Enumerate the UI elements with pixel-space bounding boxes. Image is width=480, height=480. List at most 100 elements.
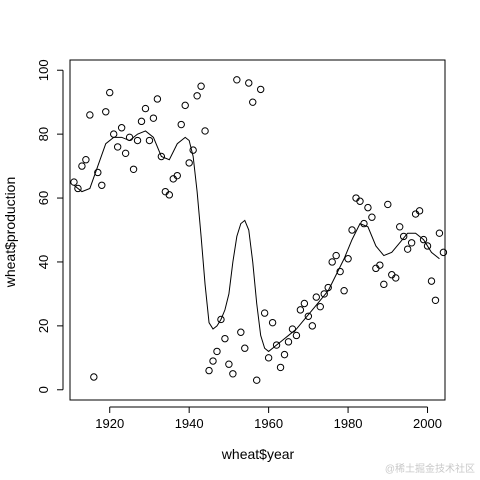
data-point [165, 191, 174, 199]
data-point [74, 184, 82, 193]
series-line-group [73, 130, 440, 353]
data-point [407, 239, 416, 247]
data-point [376, 261, 384, 269]
data-point [153, 95, 162, 103]
x-axis: 1920 1940 1960 1980 2000 [95, 406, 442, 431]
data-point [229, 370, 237, 378]
data-point [380, 280, 388, 289]
data-point [332, 251, 340, 260]
data-point [102, 108, 110, 116]
data-point [113, 143, 122, 151]
data-point [284, 338, 293, 346]
data-point [253, 376, 261, 384]
data-point [237, 328, 245, 336]
data-point [225, 360, 233, 368]
data-point [94, 168, 102, 177]
data-point [221, 334, 229, 343]
data-point [415, 207, 424, 215]
data-point [264, 354, 273, 362]
data-point [117, 124, 126, 132]
watermark: @稀土掘金技术社区 [385, 462, 475, 475]
data-point [392, 274, 400, 282]
data-point [86, 111, 94, 119]
data-point [304, 312, 313, 320]
data-point [137, 117, 146, 126]
x-tick-label: 1960 [254, 416, 283, 431]
data-point [98, 181, 106, 189]
y-tick-label: 40 [36, 255, 51, 269]
data-point [419, 235, 428, 244]
data-point [364, 203, 372, 212]
data-point [181, 101, 189, 110]
data-point [288, 325, 297, 333]
data-point [328, 258, 336, 266]
data-point [356, 197, 364, 205]
data-point [197, 82, 205, 90]
data-point [70, 178, 78, 186]
data-point [121, 149, 130, 158]
data-point [209, 357, 217, 365]
data-point [368, 213, 376, 221]
data-point [431, 296, 440, 305]
data-point [340, 287, 348, 295]
y-axis-title: wheat$production [2, 177, 18, 289]
data-point [90, 373, 98, 381]
series-points [70, 76, 448, 384]
data-point [427, 277, 436, 285]
x-tick-label: 1940 [175, 416, 204, 431]
data-point [292, 331, 301, 340]
data-point [177, 120, 185, 129]
data-point [316, 302, 324, 311]
x-tick-label: 2000 [413, 416, 442, 431]
data-point [157, 152, 166, 161]
data-point [217, 315, 225, 324]
x-tick-label: 1980 [334, 416, 363, 431]
data-point [133, 136, 142, 145]
data-point [241, 344, 249, 352]
x-axis-title: wheat$year [221, 446, 295, 462]
y-tick-label: 20 [36, 319, 51, 333]
data-point [423, 242, 432, 250]
data-point [384, 200, 392, 209]
data-point [403, 245, 412, 253]
data-point [129, 165, 138, 173]
data-point [109, 130, 118, 138]
y-tick-label: 0 [36, 386, 51, 393]
y-tick-label: 80 [36, 127, 51, 141]
data-point [145, 136, 154, 145]
data-point [348, 226, 356, 234]
data-point [396, 223, 404, 231]
data-point [213, 347, 221, 356]
data-point [272, 341, 281, 349]
data-point [268, 318, 277, 327]
smooth-curve [73, 130, 440, 353]
plot-frame [69, 59, 446, 401]
data-point [249, 98, 257, 106]
data-point [320, 290, 328, 298]
data-point [173, 171, 181, 180]
data-point [193, 92, 201, 100]
data-point [245, 79, 253, 87]
data-point [189, 146, 197, 154]
data-point [141, 104, 150, 113]
data-point [439, 248, 448, 257]
data-point [185, 159, 193, 167]
data-point [260, 309, 269, 317]
data-point [399, 232, 408, 241]
data-point [78, 162, 86, 170]
data-point [201, 127, 209, 135]
data-point [82, 155, 90, 164]
data-point [149, 114, 158, 122]
data-point [106, 88, 114, 97]
y-tick-label: 60 [36, 191, 51, 205]
data-point [233, 76, 241, 84]
data-point [336, 267, 344, 276]
data-point [435, 229, 444, 237]
data-point [296, 306, 305, 314]
data-point [256, 85, 265, 94]
x-tick-label: 1920 [95, 416, 124, 431]
y-tick-label: 100 [36, 59, 51, 81]
data-point [280, 350, 289, 359]
y-axis: 0 20 40 60 80 100 [36, 59, 64, 393]
